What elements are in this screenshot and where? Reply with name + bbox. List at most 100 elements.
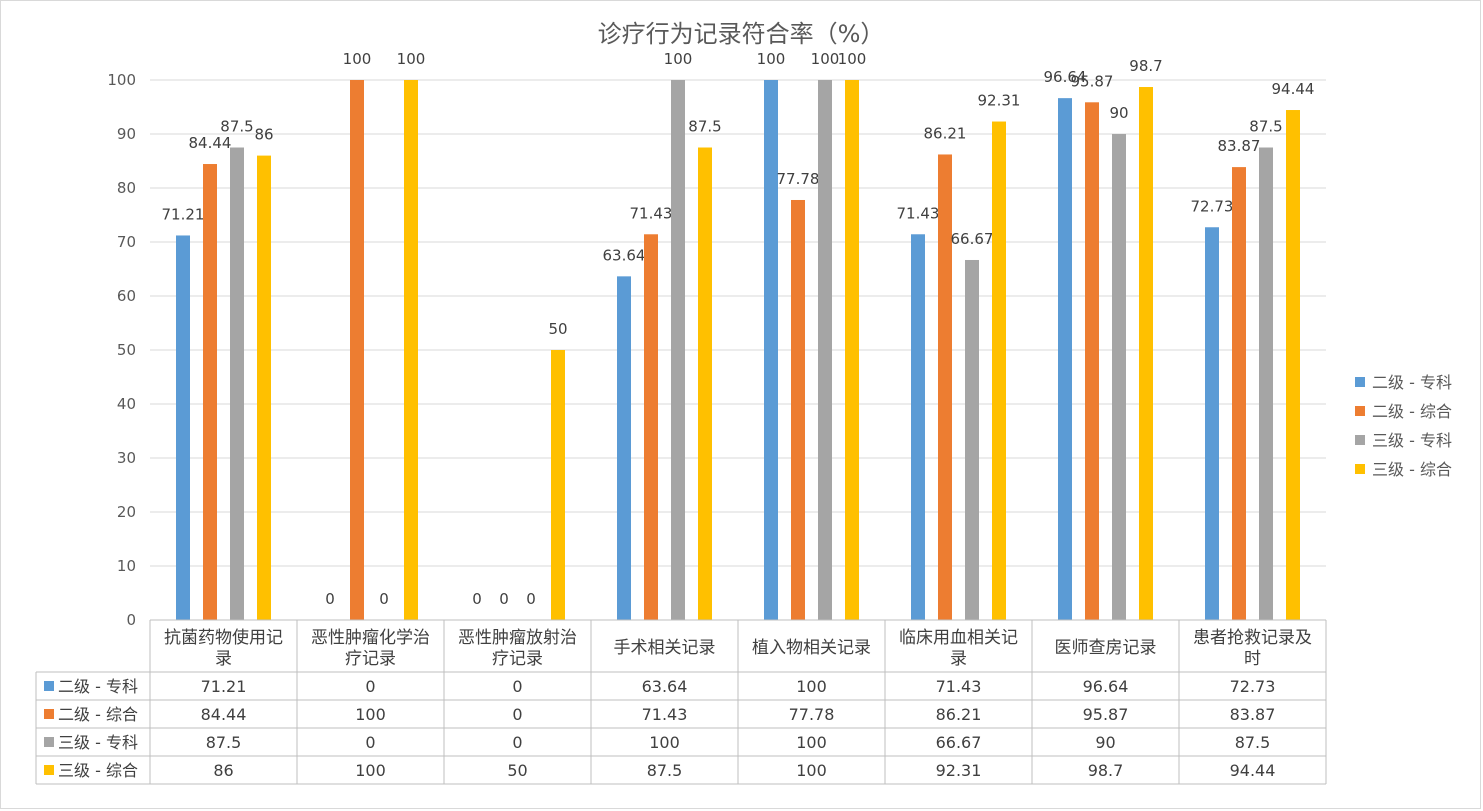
legend-key — [1355, 464, 1365, 474]
bar — [764, 80, 778, 620]
category-label: 患者抢救记录及 — [1193, 628, 1312, 648]
data-label: 72.73 — [1191, 197, 1234, 215]
category-label: 医师查房记录 — [1055, 638, 1157, 658]
bar — [845, 80, 859, 620]
table-cell: 94.44 — [1230, 761, 1276, 780]
chart-title: 诊疗行为记录符合率（%） — [598, 20, 885, 48]
table-cell: 84.44 — [201, 705, 247, 724]
bar — [992, 121, 1006, 620]
table-cell: 0 — [512, 733, 522, 752]
data-label: 86.21 — [924, 124, 967, 142]
y-tick-label: 70 — [117, 233, 136, 251]
legend-key — [1355, 435, 1365, 445]
table-cell: 0 — [512, 677, 522, 696]
table-cell: 71.43 — [642, 705, 688, 724]
table-cell: 0 — [512, 705, 522, 724]
data-label: 100 — [397, 50, 426, 68]
table-cell: 100 — [796, 761, 827, 780]
table-cell: 63.64 — [642, 677, 688, 696]
data-label: 0 — [526, 590, 536, 608]
y-tick-label: 90 — [117, 125, 136, 143]
legend-key — [1355, 377, 1365, 387]
data-label: 86 — [254, 126, 273, 144]
table-cell: 98.7 — [1088, 761, 1124, 780]
table-cell: 87.5 — [206, 733, 242, 752]
bar — [1085, 102, 1099, 620]
bar — [551, 350, 565, 620]
category-label: 疗记录 — [492, 649, 543, 669]
data-label: 0 — [325, 590, 335, 608]
bar — [698, 147, 712, 620]
data-label: 94.44 — [1272, 80, 1315, 98]
bar — [230, 147, 244, 620]
table-cell: 100 — [355, 705, 386, 724]
table-cell: 86.21 — [936, 705, 982, 724]
category-label: 时 — [1244, 649, 1261, 669]
category-label: 植入物相关记录 — [752, 638, 871, 658]
bar — [1286, 110, 1300, 621]
data-label: 83.87 — [1218, 137, 1261, 155]
bar — [671, 80, 685, 620]
data-label: 87.5 — [1249, 118, 1282, 136]
bar — [203, 164, 217, 621]
table-cell: 90 — [1095, 733, 1115, 752]
legend-key — [1355, 406, 1365, 416]
category-label: 临床用血相关记 — [899, 628, 1018, 648]
bar — [1232, 167, 1246, 621]
data-label: 71.21 — [162, 205, 205, 223]
y-tick-label: 30 — [117, 449, 136, 467]
table-cell: 83.87 — [1230, 705, 1276, 724]
table-legend-key — [44, 737, 54, 747]
bar — [1259, 147, 1273, 620]
table-cell: 95.87 — [1083, 705, 1129, 724]
table-cell: 0 — [365, 677, 375, 696]
table-cell: 100 — [355, 761, 386, 780]
table-cell: 100 — [796, 733, 827, 752]
bar — [257, 155, 271, 620]
legend-label: 二级 - 综合 — [1372, 402, 1452, 421]
data-label: 0 — [379, 590, 389, 608]
bar — [938, 154, 952, 620]
table-cell: 0 — [365, 733, 375, 752]
data-label: 50 — [548, 320, 567, 338]
table-row-header: 三级 - 专科 — [58, 733, 138, 752]
table-cell: 87.5 — [647, 761, 683, 780]
data-label: 87.5 — [688, 118, 721, 136]
table-cell: 77.78 — [789, 705, 835, 724]
table-legend-key — [44, 709, 54, 719]
bar — [818, 80, 832, 620]
y-tick-label: 100 — [107, 71, 136, 89]
data-label: 71.43 — [630, 204, 673, 222]
legend-label: 三级 - 综合 — [1372, 460, 1452, 479]
data-label: 95.87 — [1071, 72, 1114, 90]
data-label: 90 — [1109, 104, 1128, 122]
category-label: 恶性肿瘤化学治 — [311, 628, 430, 648]
data-label: 98.7 — [1129, 57, 1162, 75]
bar — [644, 234, 658, 620]
category-label: 恶性肿瘤放射治 — [458, 628, 577, 648]
bar — [1112, 134, 1126, 620]
data-label: 63.64 — [603, 246, 646, 264]
bar — [1058, 98, 1072, 621]
bar — [176, 235, 190, 620]
table-row-header: 三级 - 综合 — [58, 761, 138, 780]
y-tick-label: 40 — [117, 395, 136, 413]
data-label: 92.31 — [978, 92, 1021, 110]
y-tick-label: 80 — [117, 179, 136, 197]
data-label: 100 — [757, 50, 786, 68]
data-label: 87.5 — [220, 118, 253, 136]
y-tick-label: 0 — [126, 611, 136, 629]
bar — [965, 259, 979, 620]
data-label: 96.64 — [1044, 68, 1087, 86]
data-label: 71.43 — [897, 204, 940, 222]
y-tick-label: 20 — [117, 503, 136, 521]
legend-label: 二级 - 专科 — [1372, 373, 1452, 392]
bar — [1205, 227, 1219, 620]
y-tick-label: 60 — [117, 287, 136, 305]
bar — [911, 234, 925, 620]
table-legend-key — [44, 681, 54, 691]
table-cell: 86 — [213, 761, 233, 780]
data-label: 100 — [811, 50, 840, 68]
